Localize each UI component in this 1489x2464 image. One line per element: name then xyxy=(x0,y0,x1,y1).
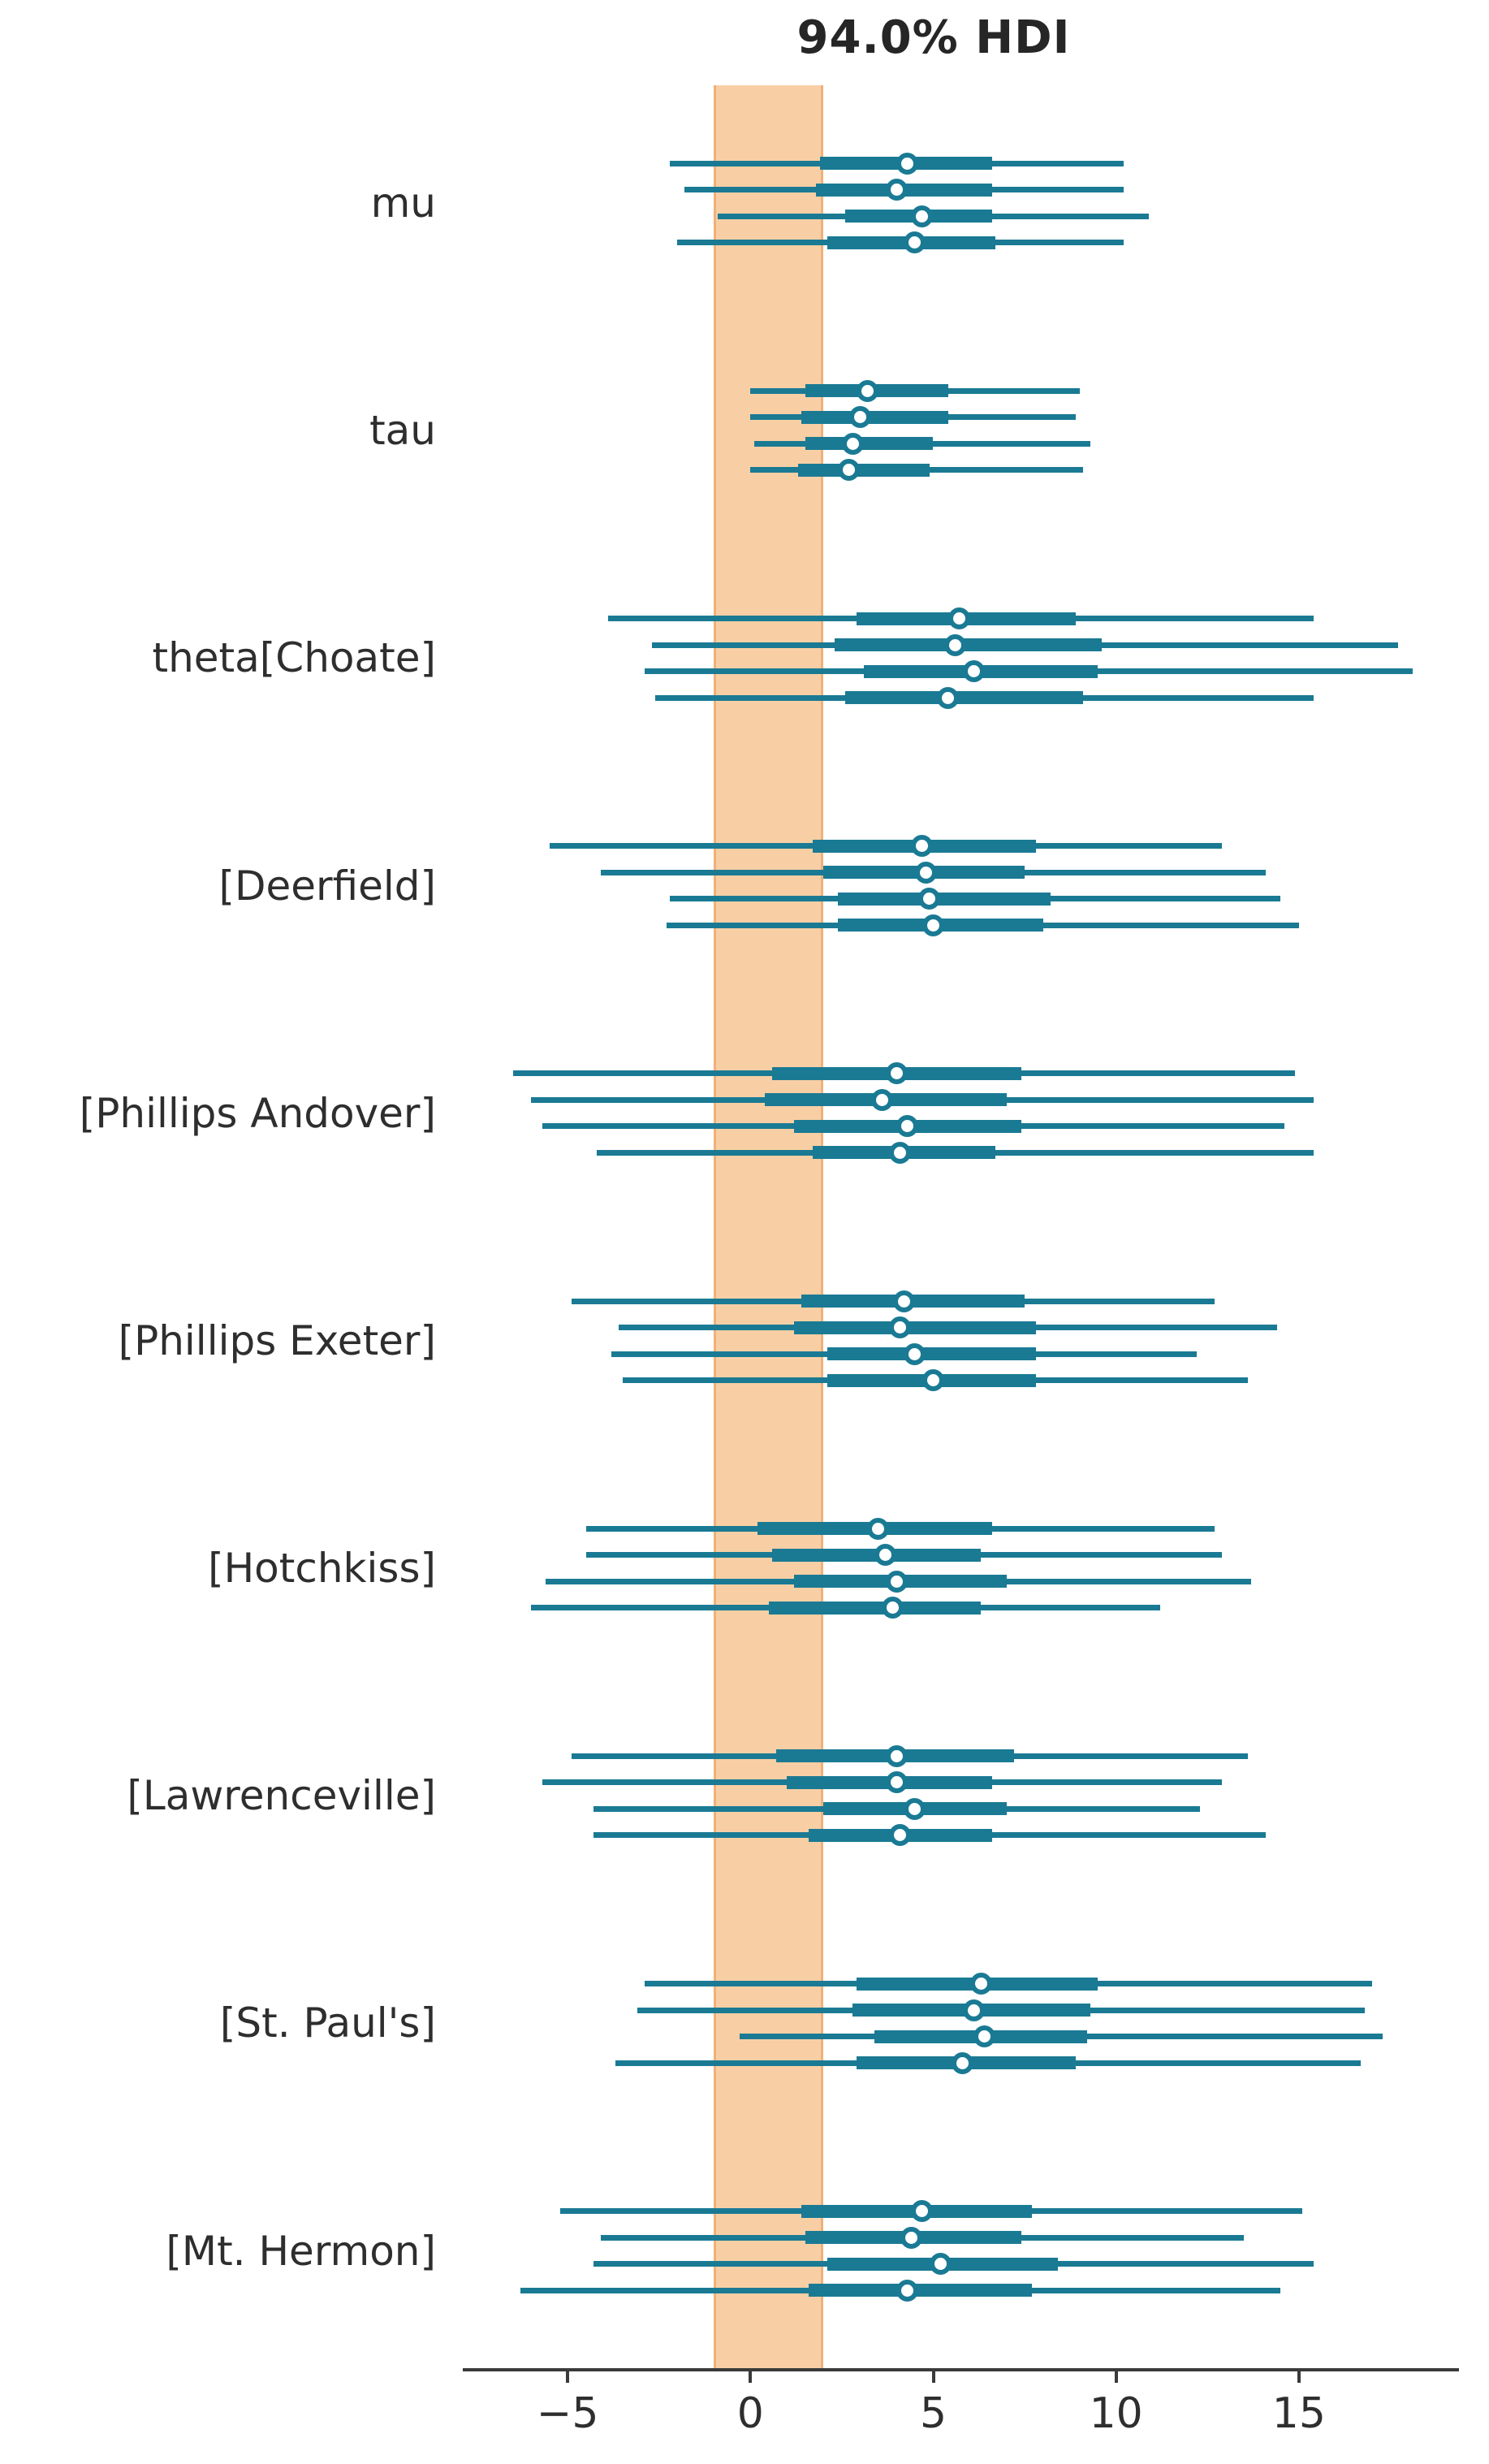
chart-title: 94.0% HDI xyxy=(796,11,1071,64)
quartile-interval-bar xyxy=(838,892,1051,906)
point-estimate-marker xyxy=(930,2253,952,2276)
point-estimate-marker xyxy=(856,379,878,402)
point-estimate-marker xyxy=(937,686,960,709)
param-label: theta[Choate] xyxy=(152,634,436,682)
point-estimate-marker xyxy=(885,1771,908,1794)
x-axis-tick xyxy=(749,2370,753,2383)
point-estimate-marker xyxy=(973,2025,996,2048)
point-estimate-marker xyxy=(841,432,864,455)
point-estimate-marker xyxy=(911,2200,934,2223)
point-estimate-marker xyxy=(914,861,937,884)
x-axis-tick-label: 0 xyxy=(736,2389,764,2438)
x-axis-tick-label: 15 xyxy=(1271,2389,1326,2438)
x-axis-tick xyxy=(1114,2370,1118,2383)
point-estimate-marker xyxy=(918,888,941,910)
point-estimate-marker xyxy=(885,1570,908,1593)
point-estimate-marker xyxy=(889,1824,912,1847)
quartile-interval-bar xyxy=(805,437,934,451)
param-label: [St. Paul's] xyxy=(219,1999,436,2047)
point-estimate-marker xyxy=(904,231,926,254)
point-estimate-marker xyxy=(962,660,985,683)
x-axis-tick-label: 5 xyxy=(919,2389,947,2438)
quartile-interval-bar xyxy=(834,638,1102,652)
point-estimate-marker xyxy=(904,1797,926,1820)
point-estimate-marker xyxy=(962,1999,985,2021)
param-label: tau xyxy=(369,407,436,455)
point-estimate-marker xyxy=(922,914,944,936)
param-label: [Hotchkiss] xyxy=(208,1545,436,1593)
point-estimate-marker xyxy=(922,1369,944,1392)
point-estimate-marker xyxy=(944,633,967,656)
point-estimate-marker xyxy=(900,2226,922,2249)
point-estimate-marker xyxy=(904,1342,926,1365)
point-estimate-marker xyxy=(911,835,934,858)
point-estimate-marker xyxy=(867,1517,890,1540)
quartile-interval-bar xyxy=(827,1347,1036,1361)
quartile-interval-bar xyxy=(794,1321,1036,1334)
point-estimate-marker xyxy=(952,2051,974,2074)
point-estimate-marker xyxy=(848,406,871,429)
param-label: [Lawrenceville] xyxy=(127,1772,436,1820)
point-estimate-marker xyxy=(889,1316,912,1339)
param-label: [Phillips Exeter] xyxy=(118,1316,436,1364)
point-estimate-marker xyxy=(870,1088,893,1111)
x-axis-tick-label: −5 xyxy=(536,2389,599,2438)
x-axis-tick xyxy=(566,2370,570,2383)
param-label: [Mt. Hermon] xyxy=(166,2227,436,2275)
point-estimate-marker xyxy=(896,1115,919,1138)
point-estimate-marker xyxy=(885,1062,908,1085)
point-estimate-marker xyxy=(889,1141,912,1164)
quartile-interval-bar xyxy=(809,2284,1033,2298)
quartile-interval-bar xyxy=(801,410,948,424)
point-estimate-marker xyxy=(896,152,919,175)
quartile-interval-bar xyxy=(845,691,1084,705)
param-label: [Phillips Andover] xyxy=(79,1089,436,1137)
point-estimate-marker xyxy=(892,1290,915,1312)
quartile-interval-bar xyxy=(797,463,930,477)
x-axis-tick-label: 10 xyxy=(1089,2389,1143,2438)
x-axis-tick xyxy=(1297,2370,1301,2383)
point-estimate-marker xyxy=(969,1973,992,1995)
point-estimate-marker xyxy=(885,1744,908,1767)
param-label: [Deerfield] xyxy=(218,862,436,910)
rope-band xyxy=(714,85,824,2370)
point-estimate-marker xyxy=(885,179,908,201)
point-estimate-marker xyxy=(896,2279,919,2302)
quartile-interval-bar xyxy=(768,1601,982,1615)
x-axis-tick xyxy=(931,2370,935,2383)
point-estimate-marker xyxy=(874,1544,897,1567)
point-estimate-marker xyxy=(911,205,934,227)
point-estimate-marker xyxy=(882,1597,904,1619)
x-axis-line xyxy=(463,2368,1459,2371)
point-estimate-marker xyxy=(947,607,970,630)
param-label: mu xyxy=(370,179,436,227)
point-estimate-marker xyxy=(838,459,861,482)
